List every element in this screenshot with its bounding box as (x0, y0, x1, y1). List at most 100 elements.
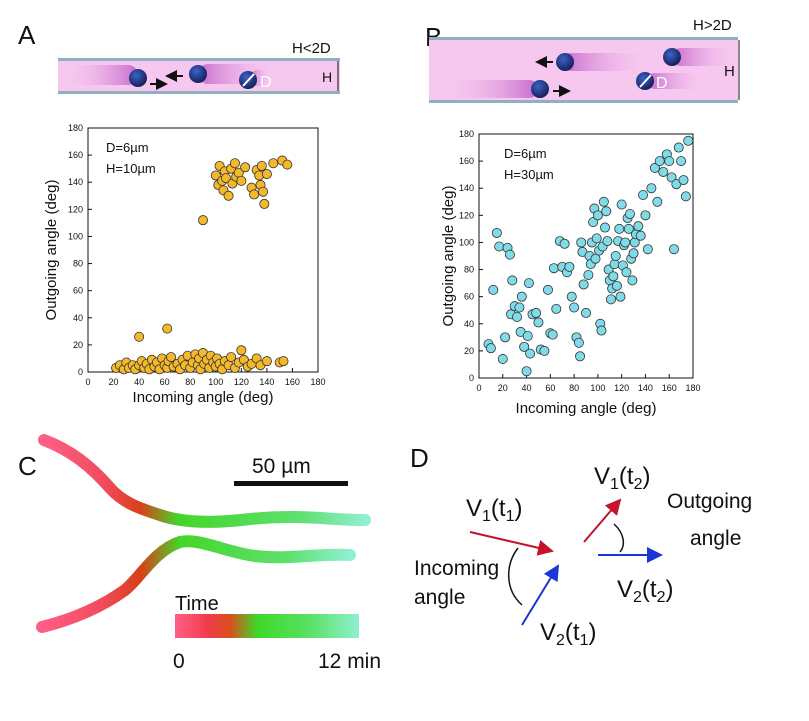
scale-bar-label: 50 µm (252, 455, 311, 478)
chartB-x-tick-label: 120 (614, 383, 629, 393)
label-v2-t1: V2(t1) (540, 619, 597, 649)
chartB-y-tick-label: 100 (459, 237, 474, 247)
panel-d-label: D (410, 443, 429, 473)
chartB-data-point (624, 208, 635, 219)
incoming-angle-arc (507, 547, 523, 606)
chartA-data-point (220, 173, 231, 184)
streak-b-3 (440, 80, 538, 98)
chartB-y-tick-label: 20 (464, 346, 474, 356)
particle-b-2 (663, 48, 681, 66)
panel-a: A D H H<2D 0 20 40 60 80 100 120 140 160 180 0 20 40… (18, 20, 340, 406)
height-label-b: H>2D (693, 17, 732, 34)
chartB-data-point (591, 233, 602, 244)
chartB-data-point (680, 191, 691, 202)
x-axis-label-b: Incoming angle (deg) (516, 400, 657, 417)
chartB-data-point (616, 199, 627, 210)
panel-d: D V1(t1) V1(t2) V2(t1) V2(t2) Incoming a… (410, 443, 752, 649)
chartA-data-point (210, 170, 221, 181)
chartB-y-tick-label: 60 (464, 292, 474, 302)
chartB-x-tick-label: 80 (569, 383, 579, 393)
channel-a-bottom-wall (58, 91, 340, 94)
chartA-x-tick-label: 120 (234, 377, 249, 387)
chartB-x-tick-label: 20 (498, 383, 508, 393)
chartB-x-tick-label: 100 (590, 383, 605, 393)
channel-diagram-a: D H H<2D (58, 40, 340, 94)
chartB-data-point (494, 241, 505, 252)
chartA-data-point (261, 356, 272, 367)
y-axis-label-b: Outgoing angle (deg) (440, 186, 457, 327)
d-symbol-b: D (656, 75, 668, 92)
chartB-data-point (491, 227, 502, 238)
legend-b-d: D=6µm (504, 146, 547, 161)
chartB-data-point (573, 337, 584, 348)
chartA-y-tick-label: 160 (68, 150, 83, 160)
chartB-data-point (635, 230, 646, 241)
chartB-data-point (523, 278, 534, 289)
chartB-data-point (578, 279, 589, 290)
streak-b-2 (672, 48, 738, 66)
chartB-data-point (576, 237, 587, 248)
chartB-data-point (566, 291, 577, 302)
chartB-y-tick-label: 120 (459, 210, 474, 220)
chartB-data-point (609, 259, 620, 270)
label-v1-t1: V1(t1) (466, 495, 523, 525)
chartB-data-point (596, 325, 607, 336)
legend-b-h: H=30µm (504, 167, 554, 182)
chartA-data-point (268, 158, 279, 169)
chartB-data-point (533, 317, 544, 328)
chartB-data-point (488, 284, 499, 295)
chartA-data-point (261, 169, 272, 180)
legend-a-h: H=10µm (106, 161, 156, 176)
chartB-data-point (575, 351, 586, 362)
chartA-data-point (236, 345, 247, 356)
chartB-data-point (627, 275, 638, 286)
chartA-x-tick-label: 180 (310, 377, 325, 387)
chartA-y-tick-label: 120 (68, 204, 83, 214)
chartA-y-tick-label: 180 (68, 123, 83, 133)
chartA-x-tick-label: 80 (185, 377, 195, 387)
panel-a-label: A (18, 20, 36, 50)
chartB-y-tick-label: 40 (464, 319, 474, 329)
chart-a-frame (87, 127, 319, 373)
chartB-data-point (569, 302, 580, 313)
time-colorbar (175, 614, 359, 638)
chartB-x-tick-label: 180 (685, 383, 700, 393)
chartB-data-point (666, 172, 677, 183)
chartB-data-point (668, 244, 679, 255)
label-v2-t2: V2(t2) (617, 576, 674, 606)
chartB-data-point (507, 275, 518, 286)
cell-trajectory-lower (36, 535, 356, 633)
chartB-data-point (531, 307, 542, 318)
chartB-data-point (592, 210, 603, 221)
label-v1-t2: V1(t2) (594, 463, 651, 493)
chartB-data-point (615, 291, 626, 302)
chartB-data-point (497, 354, 508, 365)
chartB-data-point (588, 217, 599, 228)
chartA-data-point (278, 356, 289, 367)
chartA-data-point (226, 352, 237, 363)
chartB-data-point (608, 271, 619, 282)
chartB-data-point (598, 196, 609, 207)
streak-b-4 (647, 73, 707, 89)
streak-a-1 (60, 65, 138, 85)
outgoing-angle-label-2: angle (690, 527, 741, 550)
chartA-y-tick-label: 100 (68, 231, 83, 241)
chartA-data-point (223, 190, 234, 201)
chartA-data-point (249, 189, 260, 200)
time-end-label: 12 min (318, 650, 381, 673)
chartA-x-tick-label: 60 (160, 377, 170, 387)
d-symbol-a: D (260, 74, 272, 91)
chartB-data-point (514, 302, 525, 313)
chartB-data-point (539, 345, 550, 356)
chartB-data-point (628, 248, 639, 259)
chartB-data-point (673, 142, 684, 153)
chartB-data-point (611, 280, 622, 291)
chartB-data-point (664, 156, 675, 167)
chartB-data-point (516, 291, 527, 302)
chartB-y-tick-label: 180 (459, 129, 474, 139)
chartB-x-tick-label: 140 (638, 383, 653, 393)
time-start-label: 0 (173, 650, 185, 673)
chartB-y-tick-label: 0 (469, 373, 474, 383)
chartB-y-tick-label: 140 (459, 183, 474, 193)
